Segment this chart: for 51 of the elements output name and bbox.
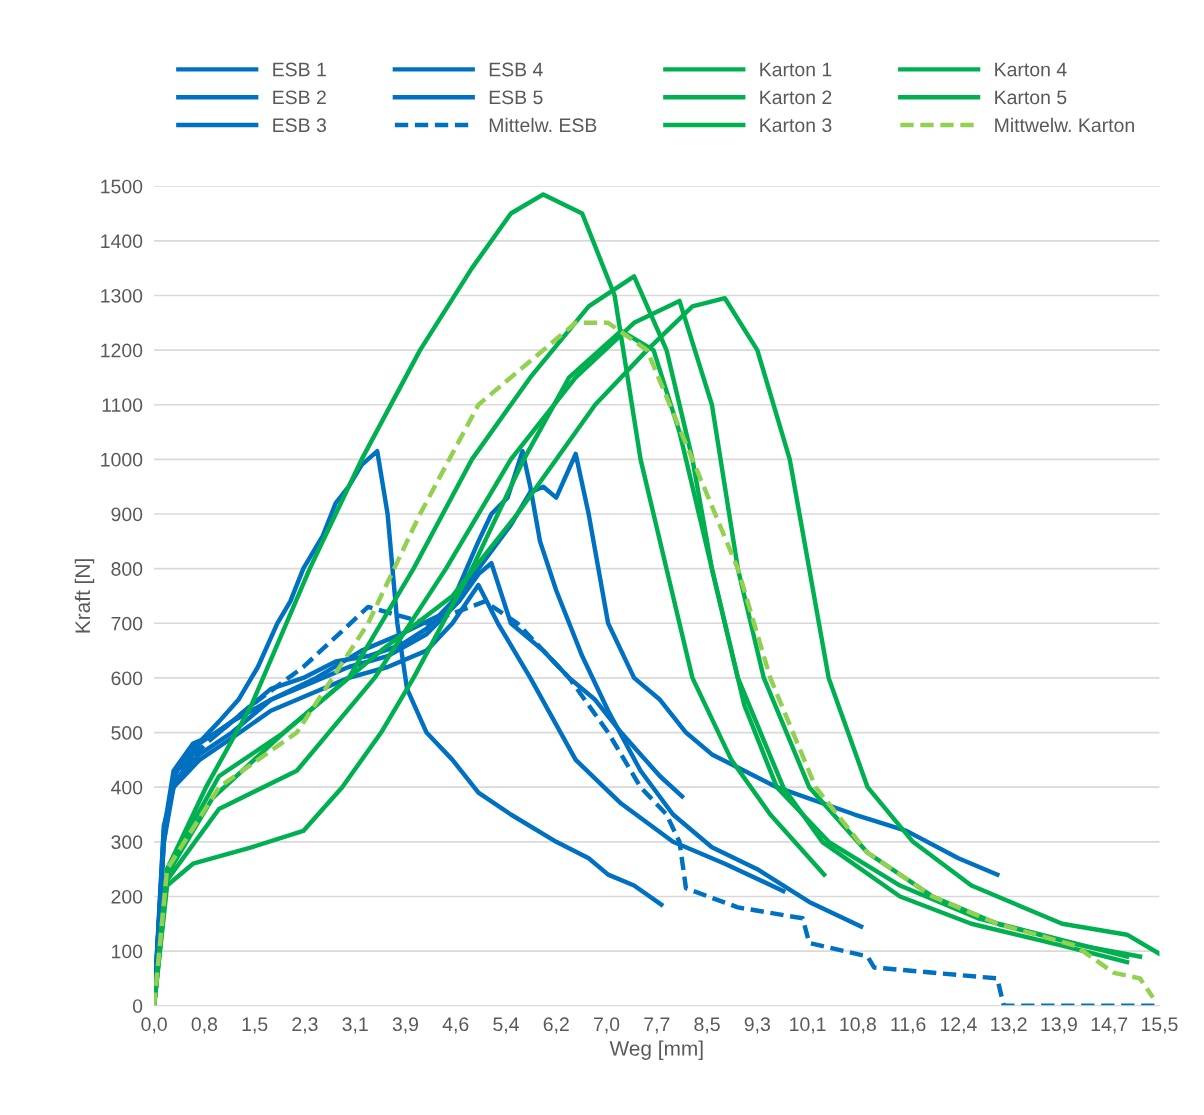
x-tick-label: 9,3 (744, 1017, 770, 1034)
y-tick-label: 1200 (101, 343, 143, 358)
legend-label: Karton 4 (995, 62, 1067, 77)
x-tick-label: 12,4 (940, 1017, 977, 1034)
x-tick-label: 6,2 (543, 1017, 569, 1034)
y-tick-label: 100 (112, 944, 143, 959)
legend-label: ESB 5 (489, 90, 543, 105)
x-tick-label: 13,2 (991, 1017, 1027, 1034)
y-tick-label: 600 (111, 671, 143, 686)
x-tick-label: 8,5 (694, 1017, 720, 1034)
x-tick-label: 4,6 (442, 1017, 469, 1034)
y-tick-label: 1400 (101, 234, 143, 249)
x-tick-label: 10,8 (840, 1017, 876, 1034)
x-tick-label: 0,0 (141, 1017, 167, 1034)
y-tick-label: 700 (111, 616, 143, 631)
x-tick-label: 3,9 (392, 1017, 419, 1034)
x-tick-label: 7,0 (594, 1017, 620, 1034)
x-tick-label: 11,6 (891, 1017, 926, 1034)
legend-label: ESB 4 (489, 62, 543, 77)
y-tick-label: 500 (111, 726, 143, 740)
y-tick-label: 1100 (102, 398, 143, 412)
x-tick-label: 15,5 (1142, 1017, 1178, 1034)
y-axis-title: Kraft [N] (74, 559, 95, 633)
x-axis-title: Weg [mm] (609, 1040, 703, 1060)
y-tick-label: 900 (111, 507, 143, 522)
y-tick-label: 0 (132, 999, 143, 1013)
legend-label: Karton 5 (995, 90, 1067, 105)
legend-label: ESB 3 (273, 118, 326, 133)
x-tick-label: 13,9 (1041, 1017, 1077, 1034)
y-tick-label: 200 (111, 889, 143, 904)
y-tick-label: 1300 (101, 288, 143, 303)
x-tick-label: 0,8 (191, 1017, 218, 1034)
x-tick-label: 2,3 (292, 1017, 318, 1034)
legend-label: Mittelw. ESB (489, 117, 597, 133)
legend-label: ESB 2 (273, 90, 326, 105)
legend-label: ESB 1 (273, 62, 326, 77)
legend-label: Mittwelw. Karton (995, 117, 1134, 133)
x-tick-label: 3,1 (342, 1017, 368, 1034)
x-tick-label: 10,1 (790, 1017, 826, 1034)
legend-label: Karton 2 (760, 90, 832, 105)
x-tick-label: 5,4 (493, 1017, 519, 1034)
y-tick-label: 400 (111, 780, 143, 795)
y-tick-label: 1500 (101, 179, 143, 194)
x-tick-label: 14,7 (1091, 1017, 1128, 1034)
x-tick-label: 1,5 (242, 1017, 268, 1034)
y-tick-label: 300 (111, 835, 143, 850)
y-tick-label: 800 (111, 562, 143, 576)
legend-label: Karton 1 (760, 62, 832, 77)
legend-label: Karton 3 (760, 118, 832, 133)
y-tick-label: 1000 (101, 452, 143, 467)
x-tick-label: 7,7 (644, 1017, 670, 1034)
